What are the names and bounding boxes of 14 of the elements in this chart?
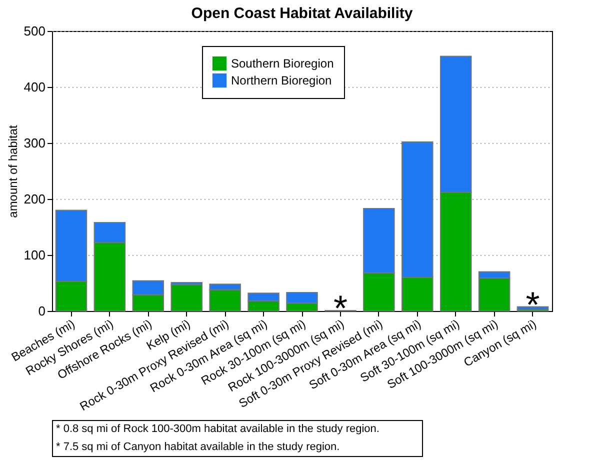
bar — [170, 284, 202, 312]
y-tick-label: 500 — [24, 24, 46, 38]
y-tick-label: 300 — [24, 136, 46, 150]
text: * 7.5 sq mi of Canyon habitat available in the study region. — [56, 441, 340, 453]
bar — [516, 306, 549, 310]
legend-label: Southern Bioregion — [231, 56, 334, 70]
y-tick-label: 200 — [24, 192, 46, 206]
y-tick-label: 100 — [24, 248, 46, 262]
legend-label: Northern Bioregion — [231, 74, 332, 88]
y-tick-label: 400 — [24, 80, 46, 94]
chart-title: Open Coast Habitat Availability — [191, 5, 414, 22]
y-axis-title: amount of habitat — [6, 124, 20, 218]
text: * 0.8 sq mi of Rock 100-300m habitat available in the study region. — [56, 423, 380, 435]
y-tick-label: 0 — [38, 304, 46, 318]
